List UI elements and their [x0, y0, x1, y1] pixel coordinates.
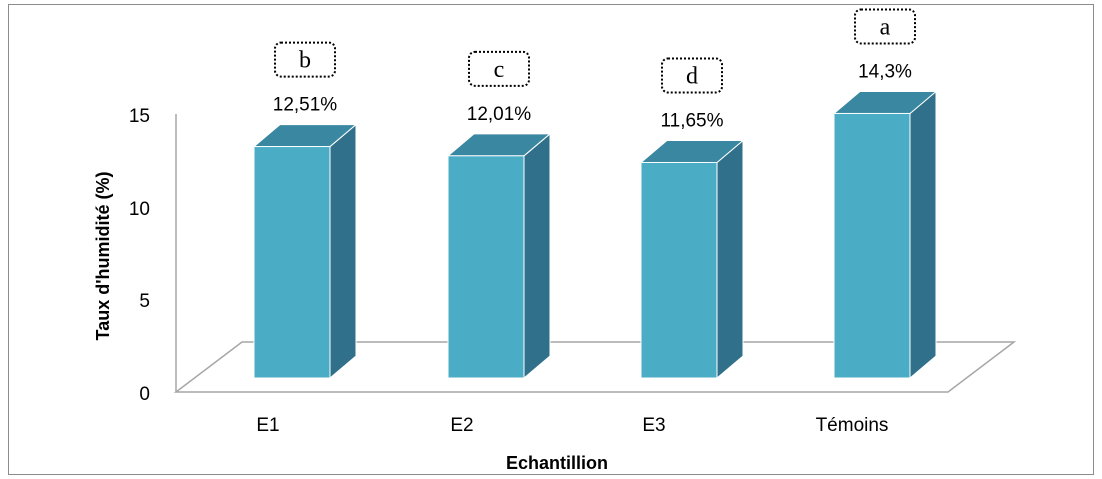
- y-tick-label: 5: [139, 291, 150, 312]
- bar-front-face: [833, 112, 911, 379]
- x-category-label: Témoins: [816, 415, 889, 436]
- significance-letter: d: [686, 63, 698, 89]
- bar-value-label: 11,65%: [660, 110, 723, 131]
- bar: [446, 132, 552, 380]
- bar: [832, 90, 938, 380]
- significance-letter-box: [661, 57, 723, 94]
- significance-letter-box: [854, 8, 916, 45]
- y-axis-title: Taux d'humidité (%): [93, 172, 113, 341]
- bars-group: 12,51% b 12,01% c 11,65% d 14,3% a: [252, 8, 938, 380]
- y-tick-label: 10: [129, 199, 150, 220]
- bar-side-face: [523, 132, 551, 380]
- significance-letter: a: [880, 14, 891, 40]
- significance-letter: c: [494, 57, 505, 83]
- x-axis-title: Echantillion: [506, 453, 608, 473]
- bar-value-label: 12,51%: [273, 95, 338, 116]
- bar-side-face: [716, 139, 744, 380]
- bar-front-face: [640, 161, 718, 379]
- x-category-label: E1: [256, 415, 279, 436]
- bar-front-face: [447, 155, 525, 379]
- chart-floor: [173, 341, 1017, 393]
- y-tick-label: 15: [129, 106, 150, 127]
- bar-side-face: [909, 90, 937, 380]
- bar: [639, 139, 745, 380]
- x-category-label: E2: [450, 415, 473, 436]
- bar-front-face: [253, 146, 331, 379]
- x-category-label: E3: [642, 415, 665, 436]
- significance-letter: b: [299, 48, 311, 74]
- significance-letter-box: [274, 41, 336, 78]
- bar-value-label: 12,01%: [467, 104, 532, 125]
- significance-letter-box: [468, 50, 530, 87]
- y-tick-label: 0: [139, 384, 150, 405]
- bar: [252, 123, 358, 380]
- bar-value-label: 14,3%: [858, 61, 912, 82]
- bar-side-face: [329, 123, 357, 380]
